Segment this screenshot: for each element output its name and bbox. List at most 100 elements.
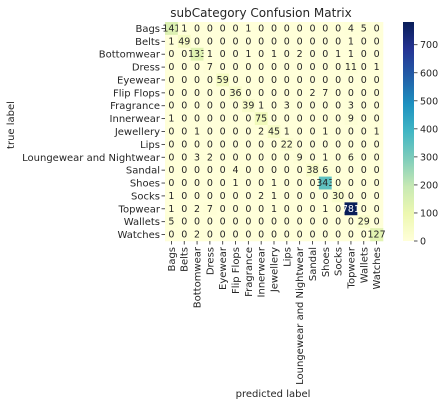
cell-value-label: 0 [233,114,239,125]
heatmap-cell [318,22,332,36]
heatmap-cell [165,215,179,229]
cell-value-label: 0 [220,23,226,34]
cell-value-label: 0 [245,139,251,150]
cell-value-label: 0 [335,114,341,125]
heatmap-cell [216,99,230,113]
cell-value-label: 0 [335,217,341,228]
heatmap-cell [165,86,179,100]
heatmap-cell [229,22,243,36]
x-tick-label: Lips [282,247,293,267]
cell-value-label: 0 [271,152,277,163]
heatmap-cell [318,176,332,190]
cell-value-label: 0 [233,152,239,163]
heatmap-cell [357,176,371,190]
heatmap-cell [318,202,332,216]
heatmap-cell [280,112,294,126]
colorbar-tick-label: 500 [420,96,438,107]
y-axis-label: true label [6,101,17,149]
heatmap-cell [254,163,268,177]
heatmap-cell [293,176,307,190]
y-tick-label: Belts [135,37,160,48]
cell-value-label: 0 [284,62,290,73]
heatmap-cell [190,150,204,164]
heatmap-cell [280,176,294,190]
cell-value-label: 0 [194,75,200,86]
cell-value-label: 0 [220,36,226,47]
heatmap-cell [190,125,204,139]
cell-value-label: 38 [306,165,318,176]
cell-value-label: 0 [194,114,200,125]
heatmap-cell [241,73,256,87]
cell-value-label: 0 [297,230,303,241]
cell-value-label: 4 [233,165,239,176]
heatmap-cell [229,176,243,190]
heatmap-cell [267,228,281,242]
heatmap-cell [177,112,191,126]
heatmap-cell [306,189,320,203]
heatmap-cell [190,60,204,74]
heatmap-cell [216,112,230,126]
cell-value-label: 0 [309,114,315,125]
cell-value-label: 0 [245,230,251,241]
cell-value-label: 0 [207,36,213,47]
heatmap-cell [357,202,371,216]
heatmap-cell [344,34,358,49]
heatmap-cell [331,47,345,61]
cell-value-label: 1 [233,178,239,189]
cell-value-label: 36 [229,88,241,99]
cell-value-label: 0 [322,36,328,47]
heatmap-cell [370,60,384,74]
cell-value-label: 0 [361,127,367,138]
cell-value-label: 0 [181,88,187,99]
heatmap-cell [331,189,345,203]
heatmap-cell [318,47,332,61]
y-tick-label: Fragrance [110,101,160,112]
heatmap-cell [165,202,179,216]
cell-value-label: 0 [309,191,315,202]
cell-value-label: 0 [374,36,380,47]
heatmap-cell [293,215,307,229]
heatmap-cell [190,34,204,49]
cell-value-label: 133 [188,49,206,60]
heatmap-cell [165,163,179,177]
heatmap-cell [190,176,204,190]
heatmap-cell [344,125,358,139]
heatmap-cell [241,176,256,190]
heatmap-cell [241,34,256,49]
heatmap-cell [344,86,358,100]
cell-value-label: 0 [168,49,174,60]
cell-value-label: 0 [207,23,213,34]
cell-value-label: 0 [245,114,251,125]
heatmap-cell [318,34,332,49]
heatmap-cell [267,125,281,139]
cell-value-label: 0 [297,88,303,99]
heatmap-cell [177,60,191,74]
cell-value-label: 0 [220,127,226,138]
cell-value-label: 49 [178,36,190,47]
cell-value-label: 0 [284,88,290,99]
x-tick-label: Flip Flops [231,247,242,294]
cell-value-label: 0 [220,49,226,60]
heatmap-cell [357,215,371,229]
heatmap-cell [318,150,332,164]
heatmap-cell [357,34,371,49]
heatmap-cell [190,163,204,177]
heatmap-cell [190,47,204,61]
cell-value-label: 1 [335,49,341,60]
heatmap-cell [306,22,320,36]
heatmap-cell [318,189,332,203]
heatmap-cell [241,112,256,126]
cell-value-label: 0 [181,139,187,150]
heatmap-cell [370,189,384,203]
heatmap-cell [318,163,332,177]
cell-value-label: 0 [361,36,367,47]
y-tick-label: Watches [118,230,161,241]
y-tick-label: Socks [131,191,160,202]
y-tick-label: Bags [135,24,160,35]
x-tick-label: Sandal [308,247,319,281]
heatmap-cell [370,137,384,152]
heatmap-cell [370,34,384,49]
cell-value-label: 0 [207,101,213,112]
colorbar-tick-label: 700 [420,40,438,51]
heatmap-cell [254,22,268,36]
